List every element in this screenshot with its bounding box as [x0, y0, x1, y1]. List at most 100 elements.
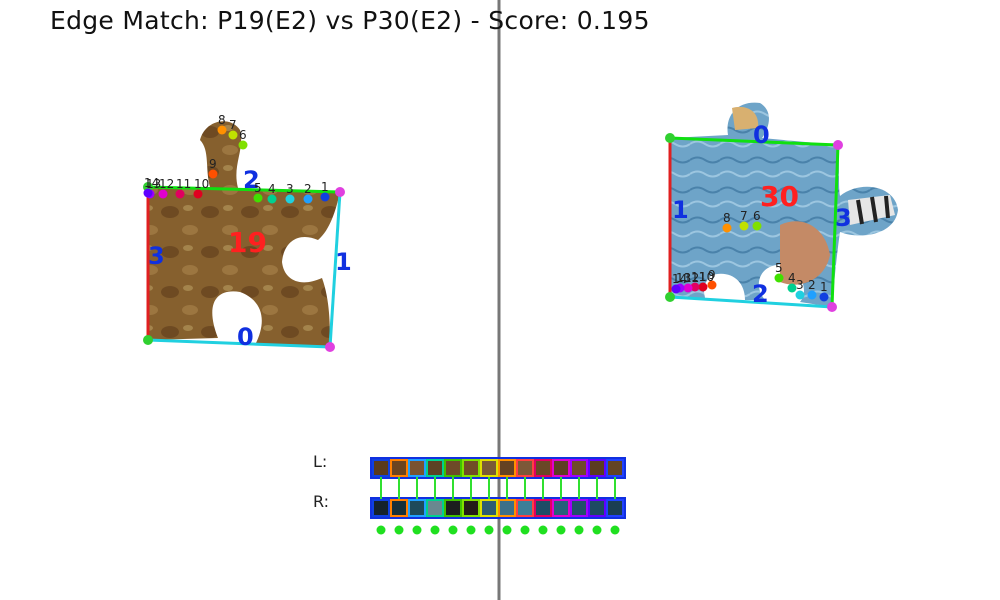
right-strip-swatch	[498, 499, 516, 517]
right-edge-point	[787, 283, 797, 293]
right-edge-point	[807, 290, 817, 300]
right-edge-point-label: 12	[684, 271, 699, 285]
right-edge-point	[819, 292, 829, 302]
left-corner	[325, 342, 335, 352]
right-edge-label-0: 0	[753, 121, 770, 149]
right-edge-point	[722, 223, 732, 233]
strip-label-right: R:	[313, 492, 330, 511]
right-corner	[665, 133, 675, 143]
right-edge-point	[739, 221, 749, 231]
left-edge-label-0: 0	[237, 323, 254, 351]
right-edge-point-label: 13	[676, 271, 691, 285]
left-edge-point-label: 3	[286, 182, 294, 196]
left-edge-0	[147, 338, 331, 349]
right-edge-point-label: 10	[699, 270, 714, 284]
right-piece-detail	[780, 221, 830, 285]
right-corner	[665, 292, 675, 302]
left-edge-point	[228, 130, 238, 140]
match-indicator-dot	[502, 525, 512, 535]
left-edge-point-label: 7	[229, 118, 237, 132]
right-edge-point	[690, 282, 700, 292]
match-indicator-dot	[538, 525, 548, 535]
right-piece-body	[670, 102, 898, 307]
left-strip-swatch	[390, 459, 408, 477]
right-edge-point	[795, 290, 805, 300]
right-edge-point	[671, 284, 681, 294]
left-edge-point-label: 10	[194, 177, 209, 191]
left-edge-point	[217, 125, 227, 135]
right-edge-label-2: 2	[752, 280, 769, 308]
match-indicator-dot	[592, 525, 602, 535]
right-edge-point-label: 6	[753, 209, 761, 223]
right-edge-point-label: 1	[820, 280, 828, 294]
right-edge-label-1: 1	[672, 196, 689, 224]
left-strip-swatch	[570, 459, 588, 477]
right-edge-point	[752, 221, 762, 231]
left-edge-point	[143, 188, 153, 198]
right-edge-point-label: 3	[796, 278, 804, 292]
left-edge-point-label: 4	[268, 182, 276, 196]
right-piece-id: 30	[760, 180, 799, 213]
match-indicator-dot	[610, 525, 620, 535]
right-edge-point-label: 11	[691, 270, 706, 284]
right-piece-detail	[732, 106, 759, 130]
left-edge-point-label: 2	[304, 182, 312, 196]
left-edge-label-3: 3	[148, 242, 165, 270]
match-indicator-dot	[394, 525, 404, 535]
match-indicator-dot	[466, 525, 476, 535]
left-strip-swatch	[516, 459, 534, 477]
right-edge-point-label: 5	[775, 261, 783, 275]
right-edge-point-label: 2	[808, 278, 816, 292]
color-strips	[370, 457, 626, 535]
left-strip-swatch	[498, 459, 516, 477]
right-strip-frame	[370, 497, 626, 519]
match-indicator-dot	[574, 525, 584, 535]
left-strip-swatch	[480, 459, 498, 477]
right-strip-swatch	[516, 499, 534, 517]
left-edge-point-label: 5	[254, 181, 262, 195]
left-edge-point	[253, 193, 263, 203]
right-corner	[833, 140, 843, 150]
right-edge-point	[698, 282, 708, 292]
left-edge-point-label: 9	[209, 157, 217, 171]
right-strip-swatch	[390, 499, 408, 517]
match-indicator-dot	[484, 525, 494, 535]
left-edge-point	[303, 194, 313, 204]
match-indicator-dot	[376, 525, 386, 535]
page-title: Edge Match: P19(E2) vs P30(E2) - Score: …	[50, 6, 650, 35]
right-corner	[827, 302, 837, 312]
match-indicator-dot	[556, 525, 566, 535]
match-indicator-dot	[448, 525, 458, 535]
left-edge-point-label: 1	[321, 180, 329, 194]
right-strip-swatch	[606, 499, 624, 517]
left-piece-body	[148, 121, 340, 347]
left-strip-swatch	[444, 459, 462, 477]
left-strip-swatch	[408, 459, 426, 477]
right-edge-point-label: 14	[672, 272, 687, 286]
left-edge-point	[175, 189, 185, 199]
right-strip-swatch	[570, 499, 588, 517]
left-edge-point	[320, 192, 330, 202]
right-edge-label-3: 3	[835, 204, 852, 232]
left-strip-swatch	[462, 459, 480, 477]
right-edge-point-label: 9	[708, 268, 716, 282]
left-corner	[143, 335, 153, 345]
right-edge-point	[774, 273, 784, 283]
left-edge-point-label: 8	[218, 113, 226, 127]
left-strip-swatch	[534, 459, 552, 477]
left-piece-id: 19	[228, 226, 267, 259]
right-strip-swatch	[480, 499, 498, 517]
left-strip-swatch	[426, 459, 444, 477]
left-strip-swatch	[588, 459, 606, 477]
right-edge-point-label: 8	[723, 211, 731, 225]
left-corner	[335, 187, 345, 197]
left-strip-frame	[370, 457, 626, 479]
match-indicator-dot	[412, 525, 422, 535]
right-piece-detail	[856, 195, 890, 225]
right-edge-point	[707, 280, 717, 290]
